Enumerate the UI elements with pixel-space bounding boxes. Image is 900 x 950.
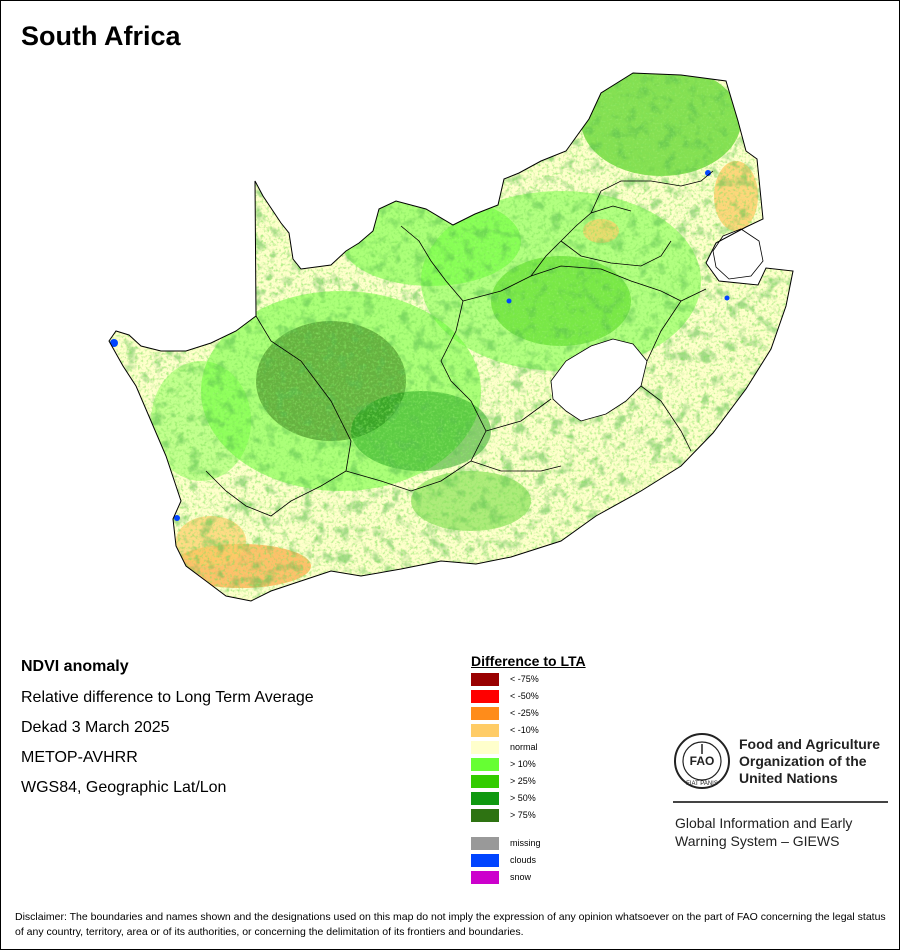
legend-label: > 75% bbox=[510, 810, 536, 820]
legend-swatch bbox=[471, 758, 499, 771]
province-boundaries bbox=[205, 170, 714, 517]
legend-swatch bbox=[471, 809, 499, 822]
legend-swatch bbox=[471, 837, 499, 850]
fao-name-line-3: United Nations bbox=[739, 770, 838, 786]
legend-label: > 50% bbox=[510, 793, 536, 803]
legend-label: > 25% bbox=[510, 776, 536, 786]
legend-swatch bbox=[471, 792, 499, 805]
eswatini-area bbox=[712, 228, 764, 280]
fao-logo-motto: FIAT PANIS bbox=[686, 781, 718, 787]
fao-branding: FAO FIAT PANIS Food and Agriculture Orga… bbox=[673, 732, 889, 852]
product-projection: WGS84, Geographic Lat/Lon bbox=[21, 779, 227, 796]
legend-swatch bbox=[471, 775, 499, 788]
legend-swatch bbox=[471, 724, 499, 737]
legend-label: missing bbox=[510, 838, 541, 848]
country-outline bbox=[108, 72, 794, 602]
legend-swatch bbox=[471, 707, 499, 720]
fao-logo-icon: FAO FIAT PANIS bbox=[674, 733, 730, 789]
product-sensor: METOP-AVHRR bbox=[21, 749, 138, 766]
legend-label: < -25% bbox=[510, 708, 539, 718]
disclaimer: Disclaimer: The boundaries and names sho… bbox=[15, 911, 886, 938]
giews-line-2: Warning System – GIEWS bbox=[675, 833, 840, 849]
legend-label: > 10% bbox=[510, 759, 536, 769]
legend-label: normal bbox=[510, 742, 538, 752]
product-subtitle: Relative difference to Long Term Average bbox=[21, 689, 314, 706]
legend-label: snow bbox=[510, 872, 532, 882]
fao-name-line-2: Organization of the bbox=[739, 753, 867, 769]
divider bbox=[673, 801, 888, 803]
ndvi-raster bbox=[109, 73, 793, 601]
legend-swatch bbox=[471, 673, 499, 686]
legend-label: < -50% bbox=[510, 691, 539, 701]
legend-swatch bbox=[471, 741, 499, 754]
fao-logo-letters: FAO bbox=[690, 754, 715, 768]
product-date: Dekad 3 March 2025 bbox=[21, 719, 170, 736]
legend-swatch bbox=[471, 690, 499, 703]
legend-title: Difference to LTA bbox=[471, 653, 586, 669]
legend-label: < -75% bbox=[510, 674, 539, 684]
product-title: NDVI anomaly bbox=[21, 658, 129, 675]
legend-label: clouds bbox=[510, 855, 537, 865]
legend-label: < -10% bbox=[510, 725, 539, 735]
fao-name-line-1: Food and Agriculture bbox=[739, 736, 881, 752]
legend-swatch bbox=[471, 854, 499, 867]
legend-swatch bbox=[471, 871, 499, 884]
giews-line-1: Global Information and Early bbox=[675, 815, 853, 831]
map-title: South Africa bbox=[21, 21, 181, 51]
ndvi-map bbox=[108, 72, 794, 602]
